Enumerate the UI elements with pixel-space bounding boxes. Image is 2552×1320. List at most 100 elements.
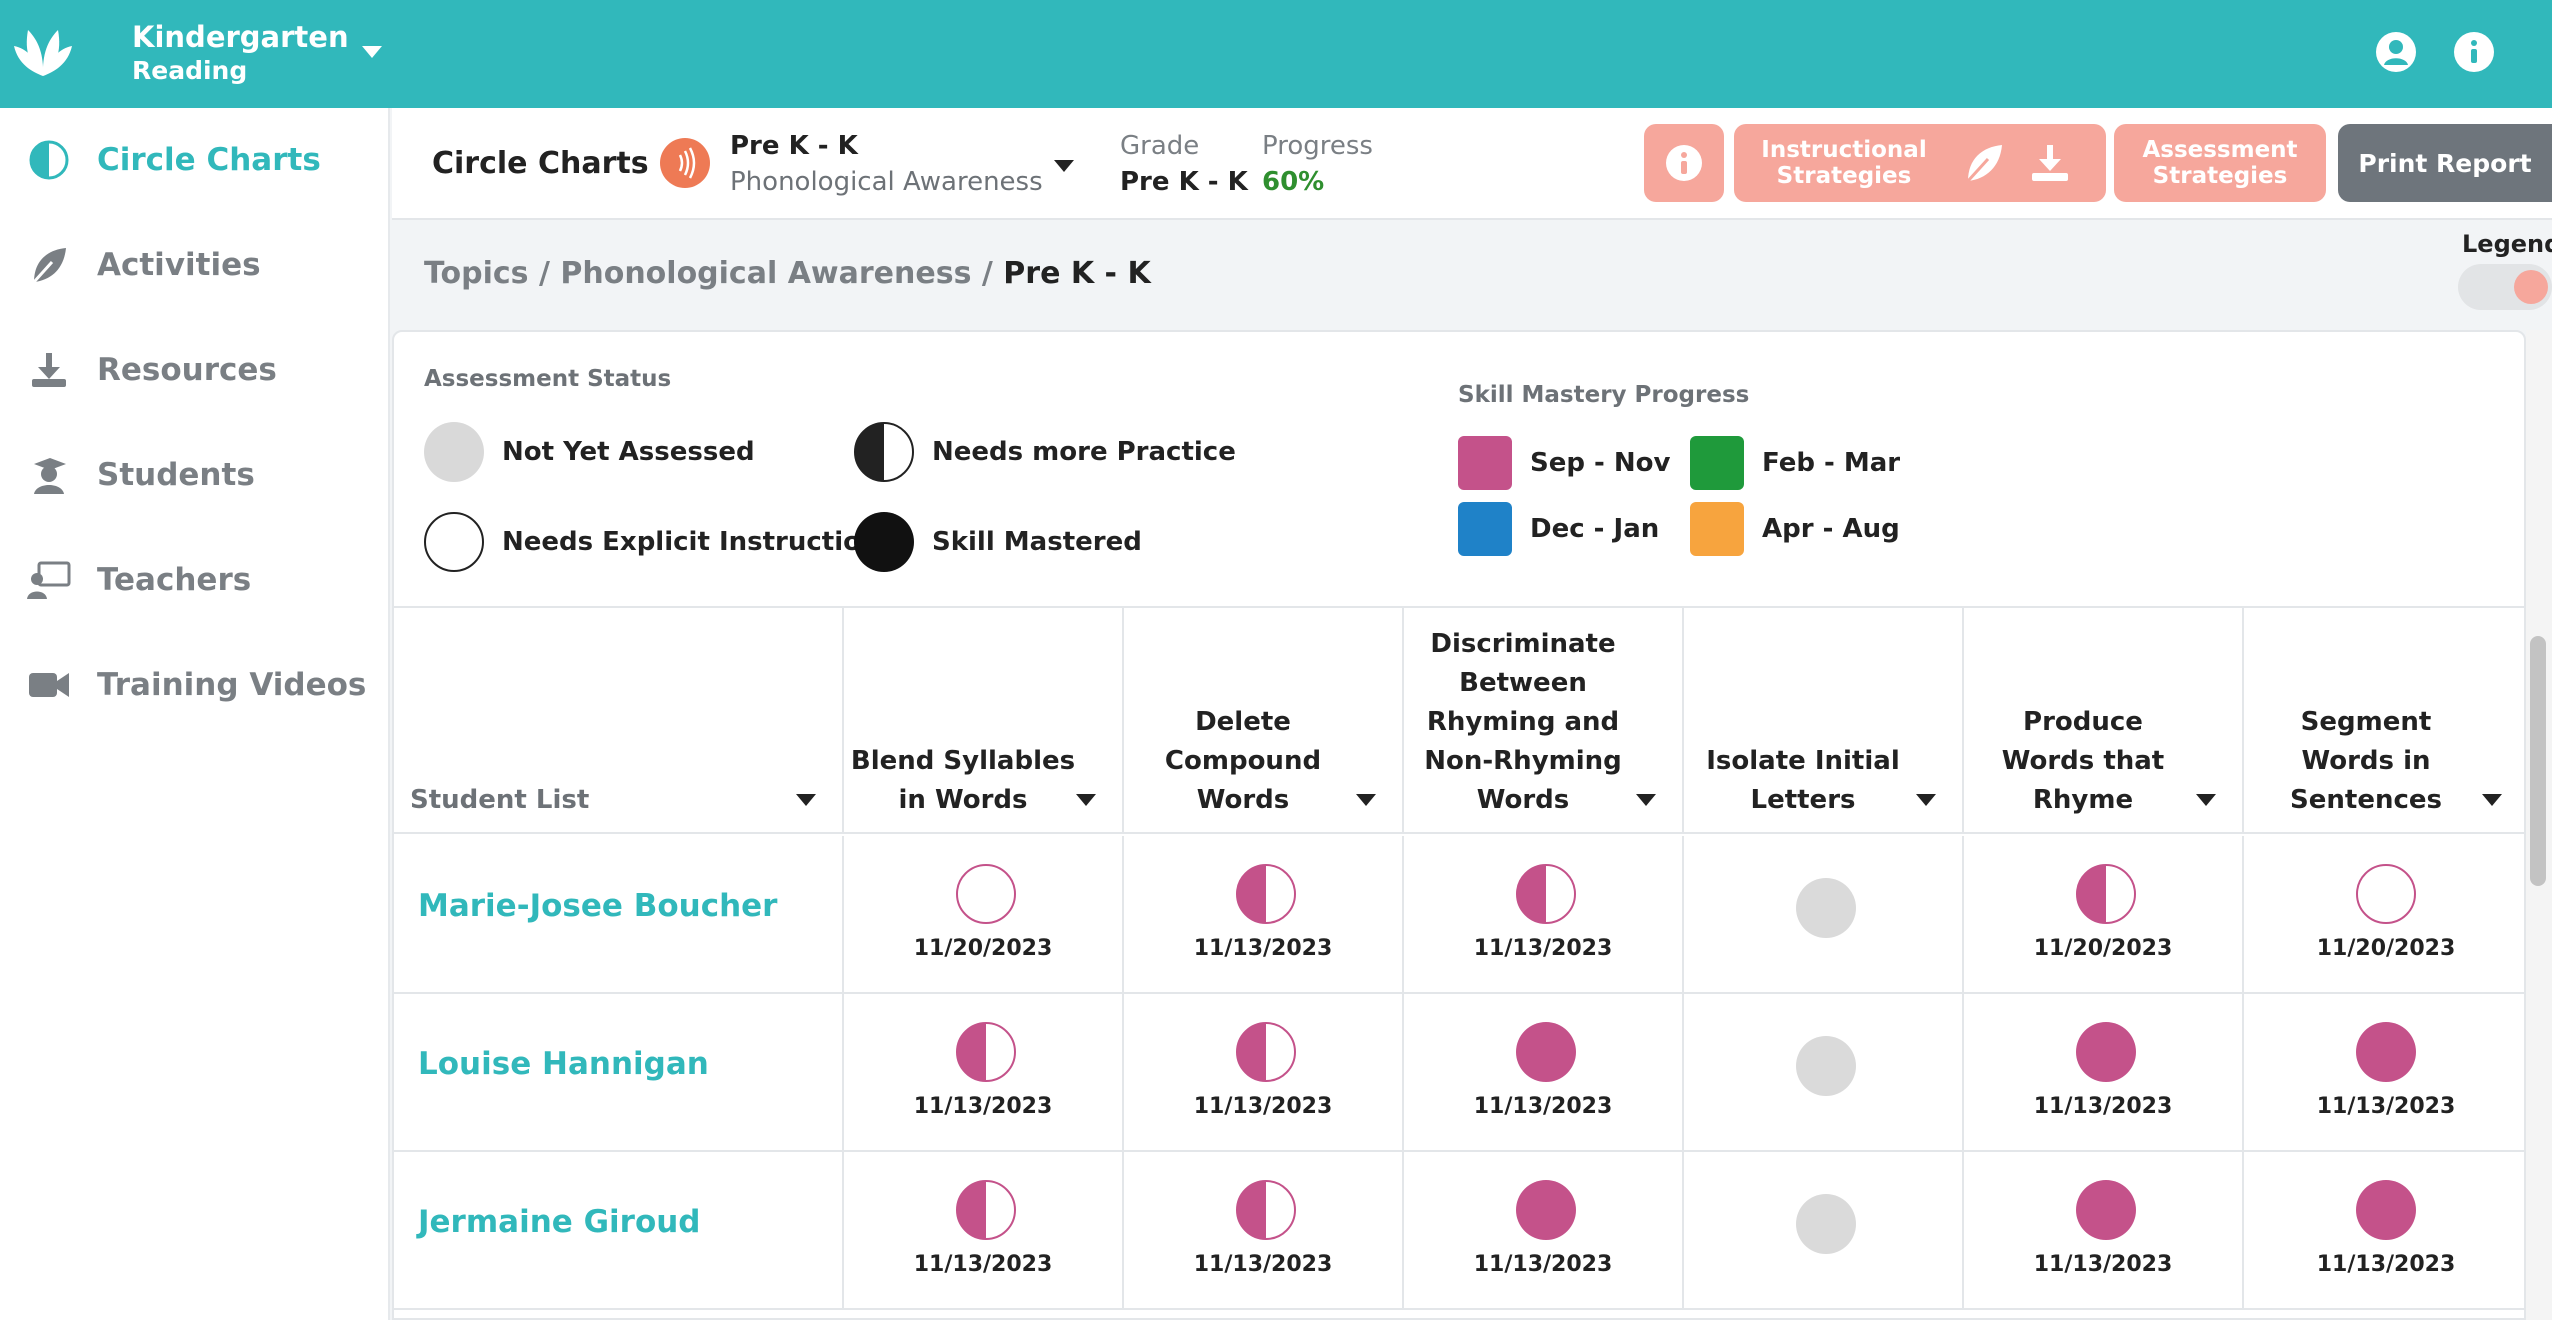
assessment-cell[interactable]: 11/13/2023 xyxy=(1404,1152,1684,1310)
assessment-cell[interactable]: 11/13/2023 xyxy=(1404,836,1684,994)
legend-text: Sep - Nov xyxy=(1530,448,1671,478)
color-swatch xyxy=(1458,436,1512,490)
legend-toggle[interactable] xyxy=(2458,264,2552,310)
topic-name: Phonological Awareness xyxy=(730,167,1043,197)
assessment-cell[interactable] xyxy=(1684,994,1964,1152)
download-icon xyxy=(26,347,72,393)
assessment-date: 11/20/2023 xyxy=(913,936,1053,961)
assessment-cell[interactable]: 11/13/2023 xyxy=(844,1152,1124,1310)
student-name-link[interactable]: Louise Hannigan xyxy=(418,1046,709,1082)
student-name-link[interactable]: Marie-Josee Boucher xyxy=(418,888,778,924)
half-circle-icon[interactable] xyxy=(1516,864,1576,924)
sidebar-item-students[interactable]: Students xyxy=(0,435,388,515)
half-circle-icon[interactable] xyxy=(956,1180,1016,1240)
assessment-cell[interactable]: 11/13/2023 xyxy=(1404,994,1684,1152)
sidebar-item-training-videos[interactable]: Training Videos xyxy=(0,645,388,725)
sidebar-item-circle-charts[interactable]: Circle Charts xyxy=(0,120,388,200)
assessment-date: 11/13/2023 xyxy=(1473,936,1613,961)
assessment-cell[interactable] xyxy=(1684,836,1964,994)
half-circle-icon[interactable] xyxy=(1236,1022,1296,1082)
empty-circle-icon[interactable] xyxy=(2356,864,2416,924)
user-account-icon[interactable] xyxy=(2376,32,2416,72)
assessment-cell[interactable]: 11/13/2023 xyxy=(1964,1152,2244,1310)
column-header-blend-syllables[interactable]: Blend Syllables in Words xyxy=(844,608,1124,834)
toggle-knob xyxy=(2514,270,2548,304)
sidebar: Circle Charts Activities Resources Stude… xyxy=(0,108,390,1320)
half-circle-icon[interactable] xyxy=(1236,1180,1296,1240)
app-switcher[interactable]: Kindergarten Reading xyxy=(132,20,349,88)
instructional-strategies-button[interactable]: Instructional Strategies xyxy=(1734,124,2106,202)
gray-circle-icon[interactable] xyxy=(1796,1194,1856,1254)
topic-selector[interactable]: Pre K - K Phonological Awareness xyxy=(730,128,1043,200)
info-button[interactable] xyxy=(1644,124,1724,202)
chevron-down-icon[interactable] xyxy=(796,794,816,806)
assessment-strategies-button[interactable]: Assessment Strategies xyxy=(2114,124,2326,202)
gray-circle-icon xyxy=(424,422,484,482)
chevron-down-icon[interactable] xyxy=(362,46,382,58)
breadcrumb-topics[interactable]: Topics xyxy=(424,256,529,291)
print-report-button[interactable]: Print Report xyxy=(2338,124,2552,202)
breadcrumb-topic[interactable]: Phonological Awareness xyxy=(560,256,972,291)
half-circle-icon[interactable] xyxy=(956,1022,1016,1082)
legend-period-apr-aug: Apr - Aug xyxy=(1690,502,1900,556)
column-header-segment-words[interactable]: Segment Words in Sentences xyxy=(2244,608,2524,834)
chevron-down-icon[interactable] xyxy=(2482,794,2502,806)
half-circle-icon[interactable] xyxy=(2076,864,2136,924)
info-icon xyxy=(1666,145,1702,181)
assessment-cell[interactable]: 11/13/2023 xyxy=(2244,1152,2524,1310)
column-header-label: Blend Syllables in Words xyxy=(850,746,1076,815)
full-circle-icon[interactable] xyxy=(2076,1022,2136,1082)
color-swatch xyxy=(1458,502,1512,556)
column-header-discriminate-rhyming[interactable]: Discriminate Between Rhyming and Non-Rhy… xyxy=(1404,608,1684,834)
chevron-down-icon[interactable] xyxy=(1916,794,1936,806)
sidebar-item-label: Teachers xyxy=(97,562,252,598)
full-circle-icon[interactable] xyxy=(1516,1022,1576,1082)
gray-circle-icon[interactable] xyxy=(1796,1036,1856,1096)
info-icon[interactable] xyxy=(2454,32,2494,72)
chevron-down-icon[interactable] xyxy=(1054,160,1074,172)
assessment-cell[interactable] xyxy=(1684,1152,1964,1310)
assessment-cell[interactable]: 11/20/2023 xyxy=(1964,836,2244,994)
column-header-produce-rhyme[interactable]: Produce Words that Rhyme xyxy=(1964,608,2244,834)
vertical-scrollbar[interactable] xyxy=(2526,330,2552,1320)
assessment-cell[interactable]: 11/13/2023 xyxy=(844,994,1124,1152)
full-circle-icon[interactable] xyxy=(1516,1180,1576,1240)
full-circle-icon[interactable] xyxy=(2356,1022,2416,1082)
chevron-down-icon[interactable] xyxy=(1636,794,1656,806)
assessment-cell[interactable]: 11/20/2023 xyxy=(2244,836,2524,994)
column-header-isolate-initial[interactable]: Isolate Initial Letters xyxy=(1684,608,1964,834)
student-cell: Louise Hannigan xyxy=(394,994,844,1152)
color-swatch xyxy=(1690,436,1744,490)
sidebar-item-activities[interactable]: Activities xyxy=(0,225,388,305)
full-circle-icon[interactable] xyxy=(2076,1180,2136,1240)
empty-circle-icon xyxy=(424,512,484,572)
video-camera-icon xyxy=(26,662,72,708)
chevron-down-icon[interactable] xyxy=(2196,794,2216,806)
column-header-label: Produce Words that Rhyme xyxy=(2001,707,2165,815)
gray-circle-icon[interactable] xyxy=(1796,878,1856,938)
full-circle-icon[interactable] xyxy=(2356,1180,2416,1240)
sidebar-item-teachers[interactable]: Teachers xyxy=(0,540,388,620)
download-icon[interactable] xyxy=(2028,141,2072,185)
assessment-status-title: Assessment Status xyxy=(424,366,672,392)
breadcrumb-separator: / xyxy=(538,256,561,291)
student-name-link[interactable]: Jermaine Giroud xyxy=(418,1204,701,1240)
column-header-label: Delete Compound Words xyxy=(1164,707,1322,815)
chevron-down-icon[interactable] xyxy=(1076,794,1096,806)
assessment-cell[interactable]: 11/20/2023 xyxy=(844,836,1124,994)
assessment-cell[interactable]: 11/13/2023 xyxy=(2244,994,2524,1152)
assessment-cell[interactable]: 11/13/2023 xyxy=(1124,1152,1404,1310)
assessment-date: 11/20/2023 xyxy=(2033,936,2173,961)
sound-waves-icon xyxy=(660,138,710,188)
sidebar-item-resources[interactable]: Resources xyxy=(0,330,388,410)
column-header-student-list[interactable]: Student List xyxy=(394,608,844,834)
assessment-cell[interactable]: 11/13/2023 xyxy=(1124,994,1404,1152)
assessment-cell[interactable]: 11/13/2023 xyxy=(1964,994,2244,1152)
scrollbar-thumb[interactable] xyxy=(2530,636,2546,886)
empty-circle-icon[interactable] xyxy=(956,864,1016,924)
chevron-down-icon[interactable] xyxy=(1356,794,1376,806)
column-header-delete-compound[interactable]: Delete Compound Words xyxy=(1124,608,1404,834)
half-circle-icon[interactable] xyxy=(1236,864,1296,924)
legend-text: Not Yet Assessed xyxy=(502,437,755,467)
assessment-cell[interactable]: 11/13/2023 xyxy=(1124,836,1404,994)
